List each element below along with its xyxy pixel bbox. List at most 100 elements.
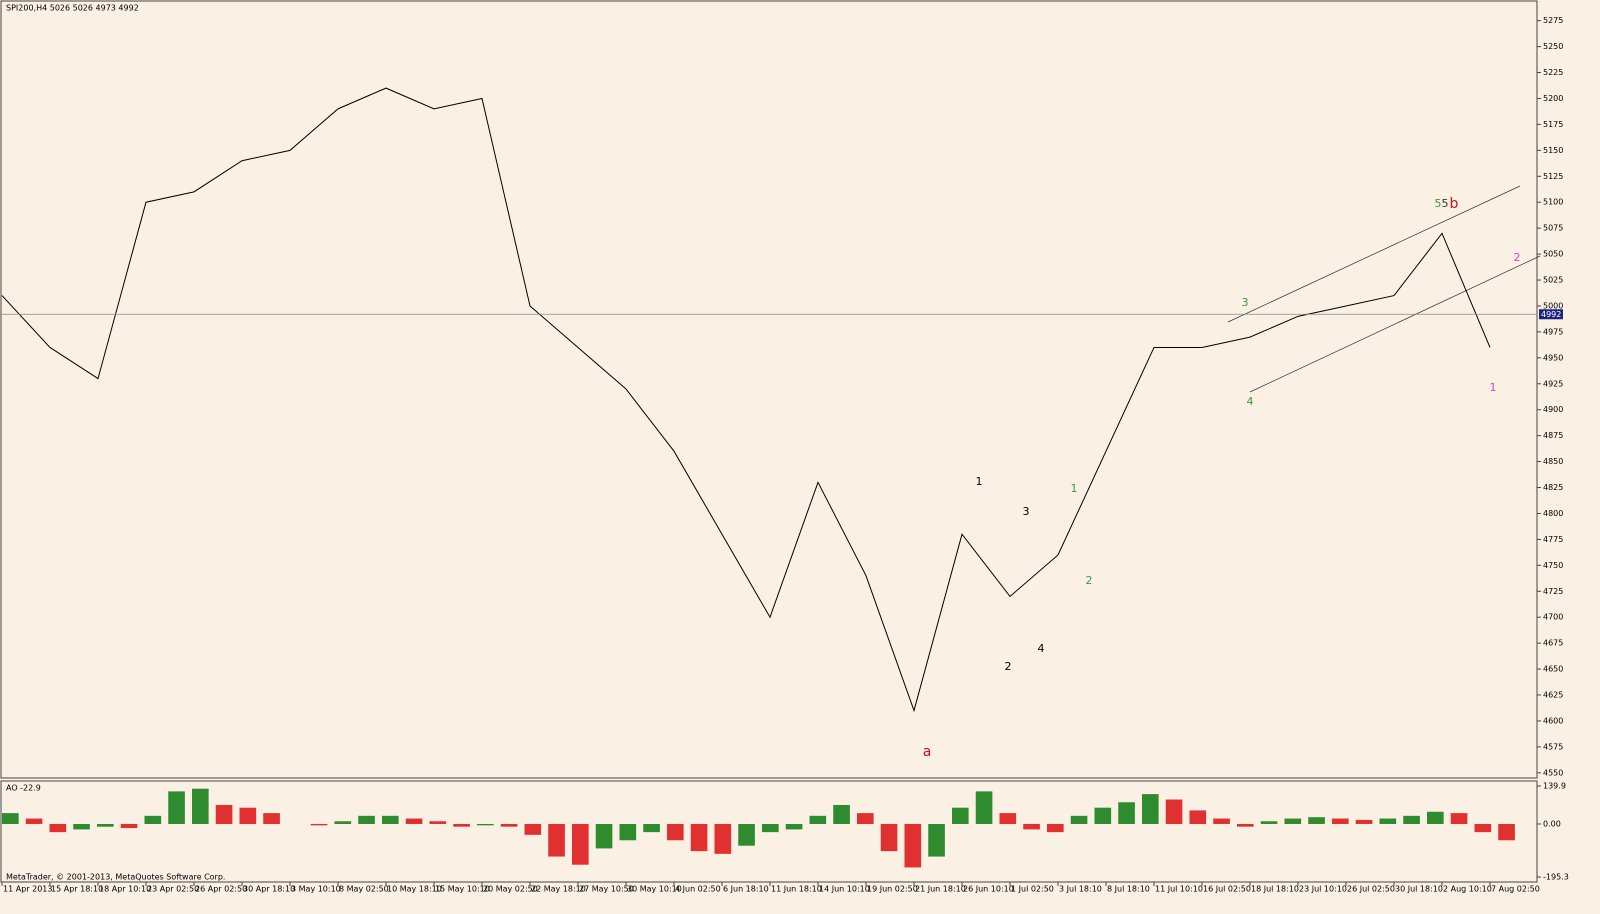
x-tick-label: 8 Jul 18:10 (1107, 885, 1150, 894)
wave-label: 1 (1490, 381, 1497, 394)
x-tick-label: 3 Jul 18:10 (1059, 885, 1102, 894)
ao-bar (168, 791, 185, 824)
ao-bar (358, 815, 375, 824)
price-panel (0, 0, 1538, 779)
x-tick-label: 22 May 18:10 (531, 885, 586, 894)
ao-bar (500, 823, 518, 827)
y-tick-label: 4575 (1543, 742, 1563, 751)
ao-bar (215, 804, 233, 824)
x-tick-label: 18 Apr 10:10 (99, 885, 151, 894)
x-tick-label: 26 Jun 10:10 (963, 885, 1014, 894)
ao-bar (643, 823, 660, 833)
y-tick-label: 4675 (1543, 639, 1563, 648)
wave-label: 3 (1242, 296, 1249, 309)
ao-bar (833, 804, 850, 824)
x-tick-label: 4 Jun 02:50 (675, 885, 721, 894)
wave-label: b (1450, 196, 1459, 212)
wave-label: 5 (1442, 197, 1449, 210)
x-tick-label: 15 May 10:10 (435, 885, 490, 894)
ao-bar (1070, 815, 1088, 824)
ao-bar (73, 823, 90, 830)
y-tick-label: 0.00 (1543, 819, 1561, 828)
ao-bar (49, 823, 67, 833)
ao-panel (0, 780, 1538, 883)
channel-line (1249, 255, 1541, 393)
channel-line (1227, 185, 1521, 323)
ao-bar (1355, 819, 1373, 824)
wave-label: a (923, 744, 932, 760)
x-tick-label: 8 May 02:50 (339, 885, 389, 894)
ao-bar (239, 807, 257, 824)
y-tick-label: 4625 (1543, 691, 1563, 700)
y-tick-label: 4800 (1543, 509, 1563, 518)
ao-bar (880, 823, 898, 852)
x-tick-label: 16 Jul 02:50 (1203, 885, 1251, 894)
x-tick-label: 26 Apr 02:50 (195, 885, 247, 894)
x-tick-label: 7 Aug 02:50 (1491, 885, 1540, 894)
y-tick-label: 4775 (1543, 535, 1563, 544)
ao-bar (429, 821, 447, 824)
x-tick-label: 10 May 18:10 (387, 885, 442, 894)
x-tick-label: 30 May 10:10 (627, 885, 682, 894)
ao-bar (904, 823, 922, 868)
wave-label: 1 (1071, 482, 1078, 495)
ao-bar (334, 821, 352, 824)
y-tick-label: 4950 (1543, 353, 1563, 362)
x-tick-label: 6 Jun 18:10 (723, 885, 769, 894)
ao-bar (310, 823, 328, 826)
y-tick-label: 5125 (1543, 172, 1563, 181)
wave-label: 2 (1514, 251, 1521, 264)
price-line (1, 87, 1491, 713)
ao-bar (952, 807, 969, 824)
ao-bar (144, 815, 162, 824)
y-tick-label: 4925 (1543, 379, 1563, 388)
ao-bar (1118, 802, 1135, 824)
y-tick-label: 5025 (1543, 276, 1563, 285)
ao-bar (595, 823, 613, 849)
ao-bar (619, 823, 637, 841)
ao-bar (1498, 823, 1515, 841)
x-tick-label: 3 May 10:10 (291, 885, 341, 894)
chart-title: SPI200,H4 5026 5026 4973 4992 (6, 4, 139, 13)
ao-bar (857, 813, 874, 824)
ao-bar (1450, 813, 1468, 824)
ao-bar (1237, 823, 1254, 827)
y-tick-label: 4700 (1543, 613, 1563, 622)
x-tick-label: 23 Apr 02:50 (147, 885, 199, 894)
y-tick-label: 4900 (1543, 405, 1563, 414)
last-price-label: 4992 (1541, 310, 1561, 319)
ao-title: AO -22.9 (6, 784, 41, 793)
wave-label: 2 (1005, 660, 1012, 673)
ao-bar (1165, 799, 1183, 824)
y-tick-label: 5075 (1543, 224, 1563, 233)
wave-label: 4 (1038, 642, 1045, 655)
y-tick-label: 5200 (1543, 94, 1563, 103)
ao-bar (120, 823, 138, 829)
ao-bar (1213, 818, 1230, 824)
y-tick-label: 139.9 (1543, 781, 1566, 790)
ao-bar (1379, 818, 1397, 824)
wave-label: 2 (1086, 574, 1093, 587)
x-tick-label: 11 Jul 10:10 (1155, 885, 1203, 894)
y-tick-label: 5175 (1543, 120, 1563, 129)
x-tick-label: 30 Apr 18:10 (243, 885, 295, 894)
x-tick-label: 14 Jun 10:10 (819, 885, 870, 894)
ao-bar (1189, 810, 1207, 824)
x-tick-label: 11 Apr 2013 (3, 885, 52, 894)
x-tick-label: 26 Jul 02:50 (1347, 885, 1395, 894)
last-price-tag (1539, 309, 1563, 320)
ao-bar (453, 823, 470, 827)
x-tick-label: 27 May 10:50 (579, 885, 634, 894)
y-tick-label: 4650 (1543, 665, 1563, 674)
y-tick-label: 4975 (1543, 327, 1563, 336)
ao-bar (405, 818, 423, 824)
ao-bar (762, 823, 779, 833)
x-tick-label: 20 May 02:50 (483, 885, 538, 894)
ao-bar (524, 823, 542, 835)
ao-bar (263, 813, 280, 824)
ao-bar (2, 813, 19, 824)
y-tick-label: 4550 (1543, 768, 1563, 777)
ao-bar (1403, 815, 1420, 824)
